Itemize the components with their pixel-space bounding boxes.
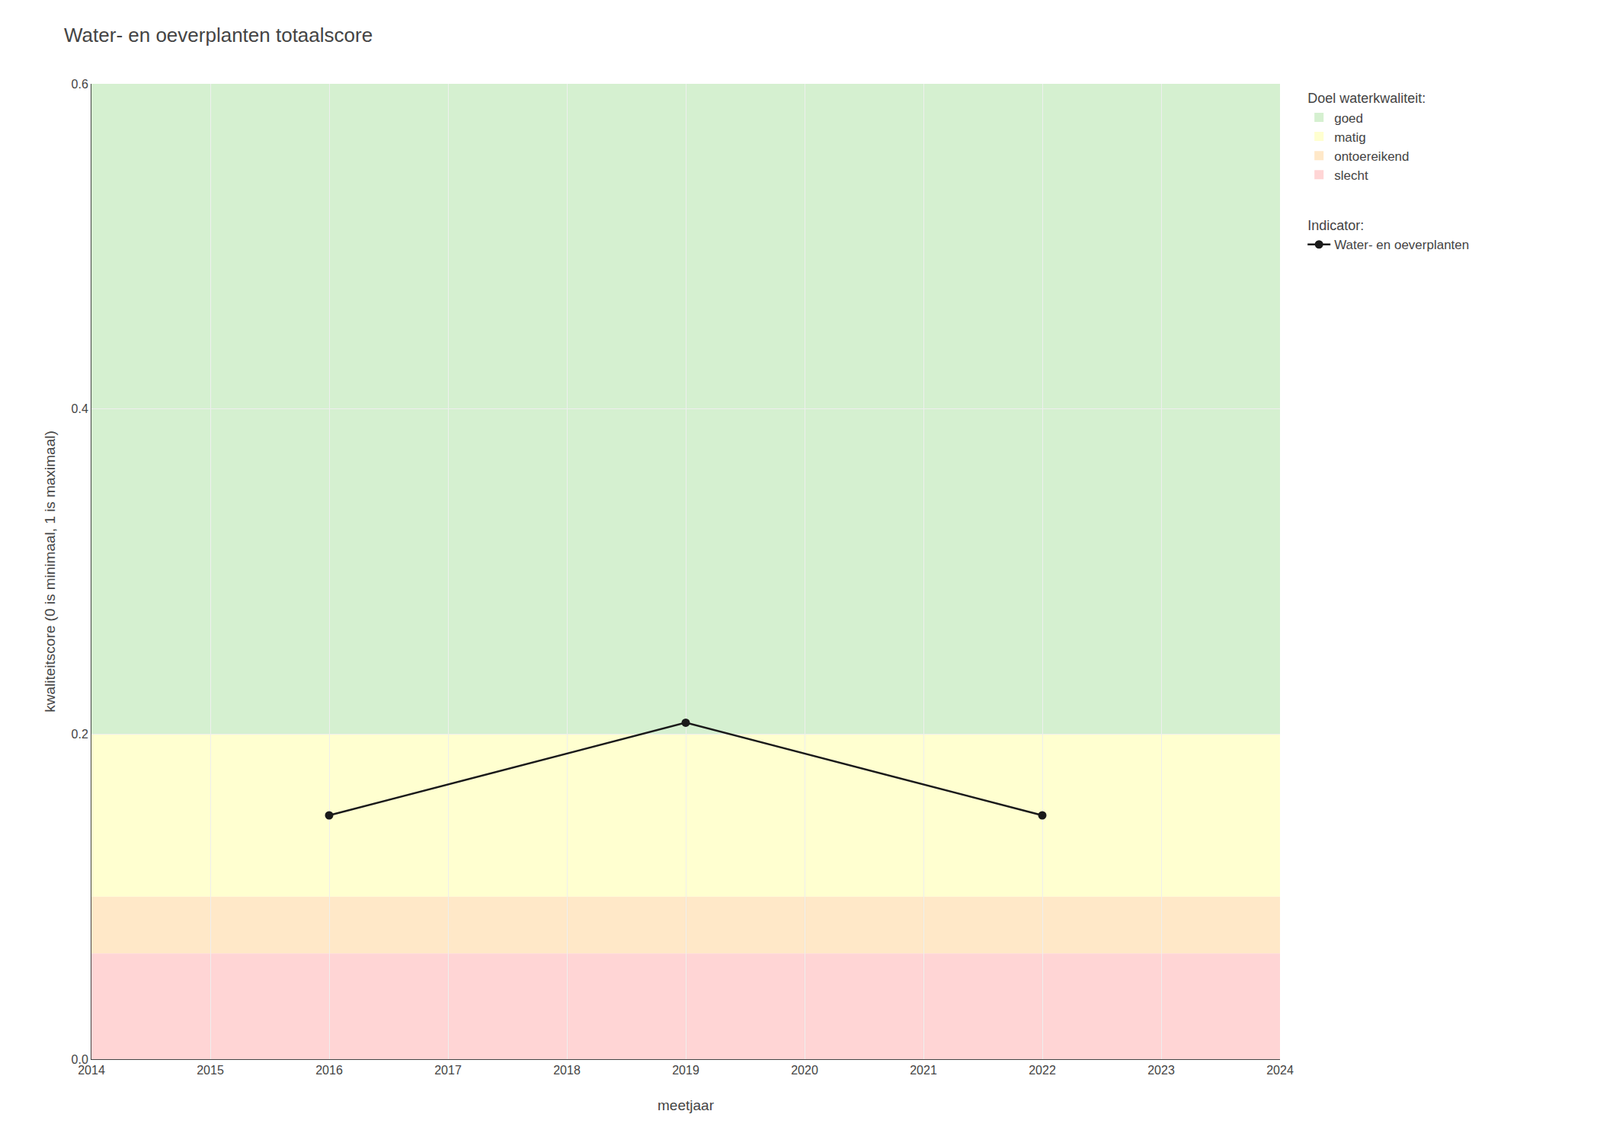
svg-text:goed: goed <box>1334 111 1364 126</box>
svg-text:2024: 2024 <box>1266 1063 1294 1077</box>
svg-text:matig: matig <box>1334 130 1367 145</box>
svg-text:2022: 2022 <box>1028 1063 1056 1077</box>
svg-text:Water- en oeverplanten totaals: Water- en oeverplanten totaalscore <box>64 23 373 47</box>
svg-text:2015: 2015 <box>196 1063 224 1077</box>
svg-text:kwaliteitscore (0 is minimaal,: kwaliteitscore (0 is minimaal, 1 is maxi… <box>41 430 58 713</box>
svg-text:0.0: 0.0 <box>71 1052 89 1066</box>
svg-text:Doel waterkwaliteit:: Doel waterkwaliteit: <box>1307 90 1426 106</box>
svg-text:Indicator:: Indicator: <box>1307 217 1364 234</box>
svg-text:2019: 2019 <box>672 1063 700 1077</box>
svg-text:2018: 2018 <box>553 1063 581 1077</box>
svg-text:0.6: 0.6 <box>71 77 89 91</box>
svg-text:2017: 2017 <box>434 1063 462 1077</box>
svg-text:Water- en oeverplanten: Water- en oeverplanten <box>1334 237 1469 253</box>
svg-text:ontoereikend: ontoereikend <box>1334 149 1409 164</box>
svg-text:2021: 2021 <box>909 1063 938 1077</box>
svg-text:slecht: slecht <box>1334 168 1369 183</box>
svg-text:2023: 2023 <box>1147 1063 1175 1077</box>
svg-text:2020: 2020 <box>790 1063 819 1077</box>
svg-text:0.2: 0.2 <box>71 727 89 741</box>
svg-text:2016: 2016 <box>315 1063 343 1077</box>
svg-text:0.4: 0.4 <box>71 402 89 416</box>
svg-text:meetjaar: meetjaar <box>657 1097 715 1114</box>
svg-text:2014: 2014 <box>77 1063 106 1077</box>
